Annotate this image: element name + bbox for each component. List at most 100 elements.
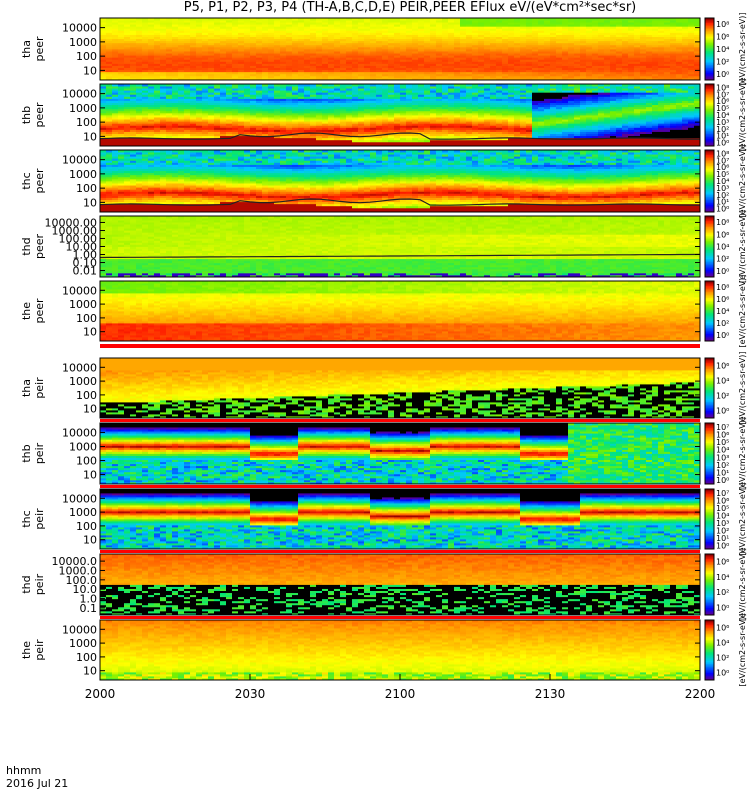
heatmap-cell xyxy=(430,20,437,23)
heatmap-cell xyxy=(100,75,107,79)
heatmap-cell xyxy=(256,55,263,58)
heatmap-cell xyxy=(280,63,287,66)
heatmap-cell xyxy=(448,42,455,46)
heatmap-cell xyxy=(412,57,419,60)
heatmap-cell xyxy=(424,42,431,46)
heatmap-cell xyxy=(328,36,335,40)
heatmap-cell xyxy=(160,36,167,40)
heatmap-cell xyxy=(430,46,437,50)
heatmap-cell xyxy=(226,65,233,68)
heatmap-cell xyxy=(250,67,257,71)
heatmap-cell xyxy=(460,57,467,60)
heatmap-cell xyxy=(460,26,467,29)
heatmap-cell xyxy=(214,77,221,81)
heatmap-cell xyxy=(346,26,353,29)
heatmap-cell xyxy=(418,49,425,52)
heatmap-cell xyxy=(340,32,347,35)
heatmap-cell xyxy=(328,42,335,46)
heatmap-cell xyxy=(100,63,107,66)
heatmap-cell xyxy=(220,34,227,37)
heatmap-cell xyxy=(268,63,275,66)
heatmap-cell xyxy=(316,42,323,46)
heatmap-cell xyxy=(394,40,401,44)
heatmap-cell xyxy=(346,46,353,50)
heatmap-cell xyxy=(154,40,161,44)
heatmap-cell xyxy=(286,57,293,60)
heatmap-cell xyxy=(268,49,275,52)
heatmap-cell xyxy=(430,40,437,44)
heatmap-cell xyxy=(238,71,245,75)
heatmap-cell xyxy=(118,63,125,66)
heatmap-cell xyxy=(370,46,377,50)
heatmap-cell xyxy=(274,53,281,56)
heatmap-cell xyxy=(382,51,389,54)
heatmap-cell xyxy=(250,65,257,68)
heatmap-cell xyxy=(172,69,179,73)
heatmap-cell xyxy=(256,44,263,48)
heatmap-cell xyxy=(100,57,107,60)
heatmap-cell xyxy=(196,26,203,29)
heatmap-cell xyxy=(154,71,161,75)
heatmap-cell xyxy=(202,77,209,81)
heatmap-cell xyxy=(436,42,443,46)
heatmap-cell xyxy=(406,44,413,48)
heatmap-cell xyxy=(118,55,125,58)
heatmap-cell xyxy=(352,73,359,77)
heatmap-cell xyxy=(466,59,473,62)
heatmap-cell xyxy=(424,67,431,71)
heatmap-cell xyxy=(412,65,419,68)
heatmap-cell xyxy=(274,18,281,21)
heatmap-cell xyxy=(118,65,125,68)
heatmap-cell xyxy=(274,67,281,71)
heatmap-cell xyxy=(148,34,155,37)
heatmap-cell xyxy=(388,40,395,44)
heatmap-cell xyxy=(196,46,203,50)
heatmap-cell xyxy=(166,65,173,68)
heatmap-cell xyxy=(382,30,389,33)
heatmap-cell xyxy=(454,34,461,37)
heatmap-cell xyxy=(172,24,179,27)
heatmap-cell xyxy=(142,24,149,27)
heatmap-cell xyxy=(130,20,137,23)
heatmap-cell xyxy=(238,59,245,62)
heatmap-cell xyxy=(118,53,125,56)
heatmap-cell xyxy=(280,51,287,54)
heatmap-cell xyxy=(478,77,485,81)
heatmap-cell xyxy=(430,18,437,21)
heatmap-cell xyxy=(238,77,245,81)
heatmap-cell xyxy=(466,38,473,42)
heatmap-cell xyxy=(160,46,167,50)
heatmap-cell xyxy=(454,40,461,44)
heatmap-cell xyxy=(178,77,185,81)
heatmap-cell xyxy=(448,20,455,23)
heatmap-cell xyxy=(208,28,215,31)
heatmap-cell xyxy=(286,61,293,64)
heatmap-cell xyxy=(280,75,287,79)
heatmap-cell xyxy=(238,34,245,37)
heatmap-cell xyxy=(412,40,419,44)
heatmap-cell xyxy=(346,42,353,46)
heatmap-cell xyxy=(136,55,143,58)
heatmap-cell xyxy=(220,49,227,52)
heatmap-cell xyxy=(142,59,149,62)
heatmap-cell xyxy=(184,55,191,58)
heatmap-cell xyxy=(292,26,299,29)
heatmap-cell xyxy=(394,75,401,79)
heatmap-cell xyxy=(352,20,359,23)
heatmap-cell xyxy=(244,18,251,21)
heatmap-cell xyxy=(394,30,401,33)
heatmap-cell xyxy=(400,77,407,81)
heatmap-cell xyxy=(454,75,461,79)
heatmap-cell xyxy=(142,69,149,73)
heatmap-cell xyxy=(256,63,263,66)
heatmap-cell xyxy=(112,77,119,81)
heatmap-cell xyxy=(262,24,269,27)
heatmap-cell xyxy=(304,20,311,23)
heatmap-cell xyxy=(220,30,227,33)
heatmap-cell xyxy=(244,57,251,60)
heatmap-cell xyxy=(460,24,467,27)
heatmap-cell xyxy=(442,30,449,33)
heatmap-cell xyxy=(472,53,479,56)
heatmap-cell xyxy=(472,59,479,62)
heatmap-cell xyxy=(328,22,335,25)
